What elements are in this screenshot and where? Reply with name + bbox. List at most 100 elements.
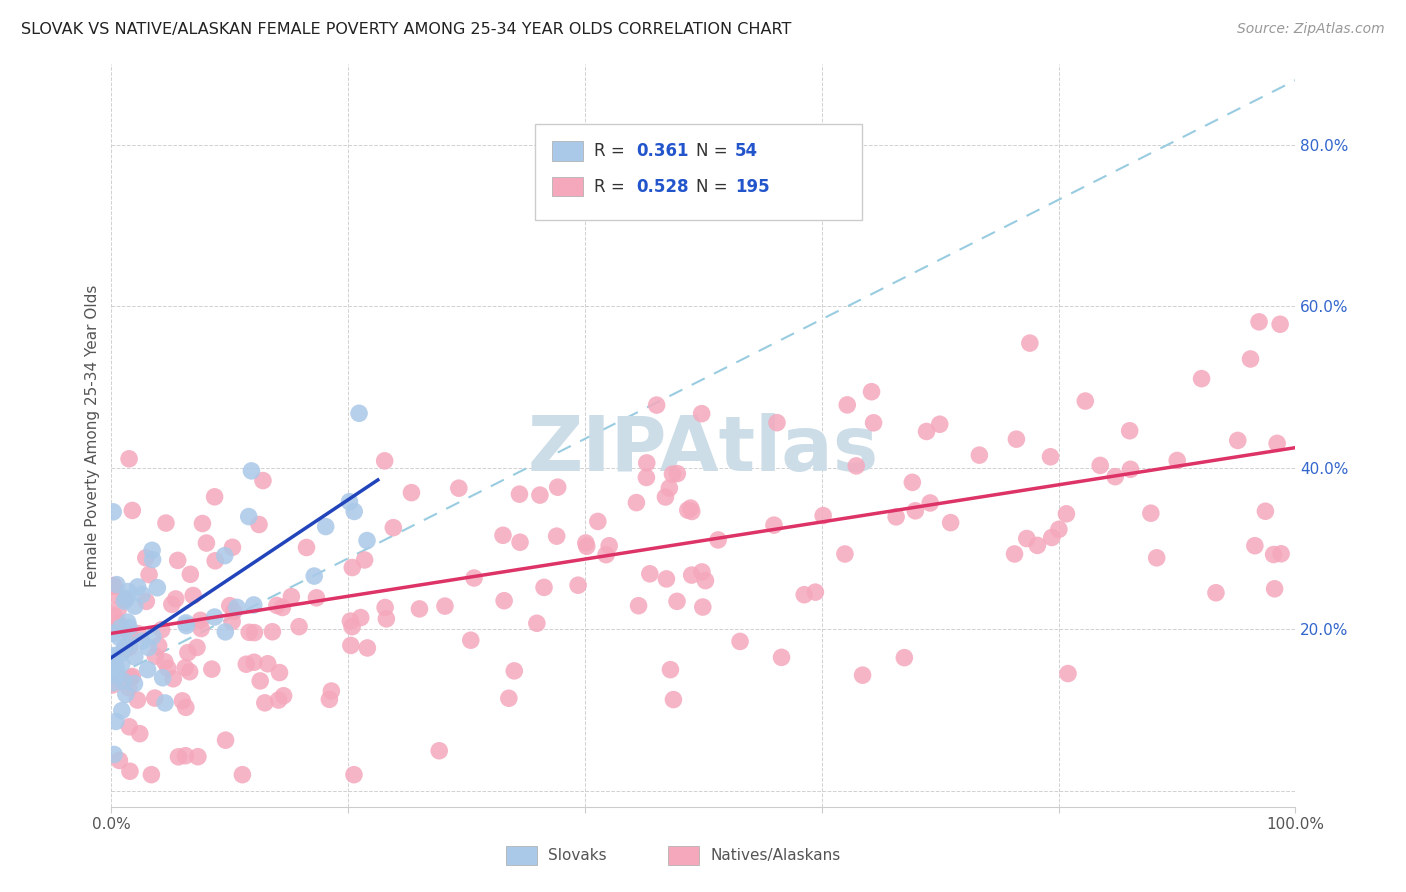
Point xyxy=(114,640,136,654)
Point xyxy=(240,464,263,478)
Point xyxy=(1047,522,1070,536)
Point xyxy=(249,673,271,688)
Point xyxy=(243,625,266,640)
Point xyxy=(595,548,617,562)
Point xyxy=(567,578,589,592)
Point xyxy=(1263,548,1285,562)
Point xyxy=(339,614,361,628)
Point xyxy=(401,485,423,500)
Text: Natives/Alaskans: Natives/Alaskans xyxy=(710,848,841,863)
Point xyxy=(201,662,224,676)
Text: ZIPAtlas: ZIPAtlas xyxy=(527,413,879,487)
Point xyxy=(214,733,236,747)
Point xyxy=(654,490,676,504)
Text: N =: N = xyxy=(696,142,733,160)
Point xyxy=(104,714,127,729)
Point xyxy=(118,720,141,734)
Text: 195: 195 xyxy=(735,178,769,195)
Point xyxy=(695,574,717,588)
Point xyxy=(118,764,141,779)
Point xyxy=(121,669,143,683)
Point xyxy=(340,639,363,653)
Point xyxy=(893,650,915,665)
Point xyxy=(636,470,658,484)
Point xyxy=(243,655,266,669)
Point xyxy=(1270,547,1292,561)
Point xyxy=(226,600,249,615)
Point xyxy=(103,608,125,623)
Point xyxy=(343,504,366,518)
Point xyxy=(770,650,793,665)
Point xyxy=(155,516,177,530)
Point xyxy=(492,528,515,542)
Point xyxy=(114,687,136,701)
Point xyxy=(460,633,482,648)
Point xyxy=(118,621,141,635)
Point xyxy=(1074,394,1097,409)
Point xyxy=(509,535,531,549)
Point xyxy=(160,598,183,612)
Point xyxy=(676,503,699,517)
Point xyxy=(533,581,555,595)
Point xyxy=(105,669,128,683)
Point xyxy=(235,657,257,672)
Point xyxy=(915,425,938,439)
Point xyxy=(1140,506,1163,520)
Point xyxy=(447,481,470,495)
Point xyxy=(195,536,218,550)
Point xyxy=(804,585,827,599)
Point xyxy=(103,579,125,593)
Point xyxy=(105,577,128,591)
Point xyxy=(101,578,124,592)
Point xyxy=(253,696,276,710)
Point xyxy=(108,754,131,768)
Point xyxy=(112,594,135,608)
Point xyxy=(181,589,204,603)
Point xyxy=(575,539,598,553)
Point xyxy=(690,407,713,421)
Point xyxy=(845,458,868,473)
Point xyxy=(238,625,260,640)
Point xyxy=(494,593,516,607)
Point xyxy=(1005,432,1028,446)
Point xyxy=(762,518,785,533)
Point xyxy=(179,665,201,679)
Point xyxy=(342,560,364,574)
Point xyxy=(117,584,139,599)
Point xyxy=(1054,507,1077,521)
Point xyxy=(110,620,132,634)
Point xyxy=(508,487,530,501)
Point xyxy=(238,509,260,524)
Point xyxy=(374,600,396,615)
Point xyxy=(103,587,125,601)
Point xyxy=(901,475,924,490)
Point xyxy=(112,673,135,688)
Point xyxy=(636,456,658,470)
Point xyxy=(135,550,157,565)
Point xyxy=(242,598,264,612)
Point xyxy=(1265,436,1288,450)
Point xyxy=(153,696,176,710)
Point xyxy=(834,547,856,561)
Point xyxy=(305,591,328,605)
Point xyxy=(271,600,294,615)
Point xyxy=(1119,462,1142,476)
Point xyxy=(118,451,141,466)
Point xyxy=(111,704,134,718)
Point xyxy=(315,519,337,533)
Point xyxy=(101,505,124,519)
Point xyxy=(546,529,568,543)
Point xyxy=(104,648,127,663)
Text: N =: N = xyxy=(696,178,733,195)
Point xyxy=(148,639,170,653)
Point xyxy=(793,588,815,602)
Y-axis label: Female Poverty Among 25-34 Year Olds: Female Poverty Among 25-34 Year Olds xyxy=(86,285,100,587)
Point xyxy=(105,660,128,674)
Point xyxy=(766,416,789,430)
Point xyxy=(269,665,291,680)
Point xyxy=(174,700,197,714)
Point xyxy=(1057,666,1080,681)
Point xyxy=(321,684,343,698)
Point xyxy=(118,627,141,641)
Point xyxy=(107,616,129,631)
